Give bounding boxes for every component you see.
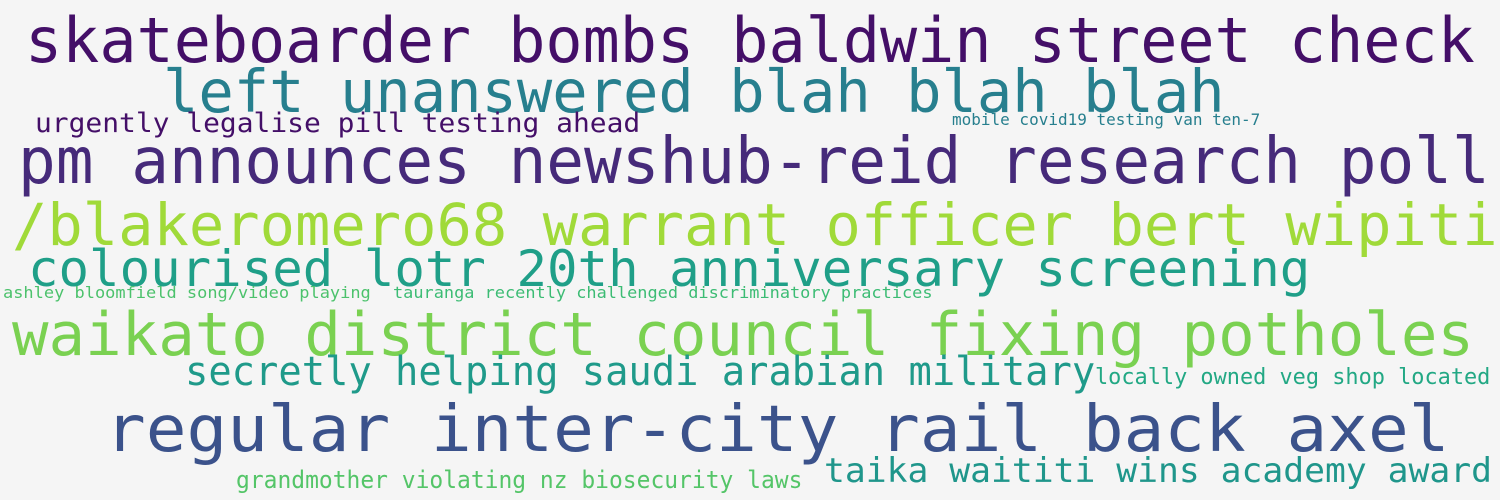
word-regular-inter-city-rail-back-axel: regular inter-city rail back axel: [105, 393, 1450, 467]
word-waikato-district-council-fixing-potholes: waikato district council fixing potholes: [12, 300, 1474, 370]
word-tauranga-recently-challenged-discriminatory-practices: tauranga recently challenged discriminat…: [393, 283, 933, 302]
word-blakeromero68-warrant-officer-bert-wipiti: /blakeromero68 warrant officer bert wipi…: [12, 191, 1498, 259]
word-locally-owned-veg-shop-located: locally owned veg shop located: [1095, 365, 1491, 390]
word-taika-waititi-wins-academy-award: taika waititi wins academy award: [824, 451, 1493, 491]
word-ashley-bloomfield-song-video-playing: ashley bloomfield song/video playing: [3, 283, 371, 302]
word-grandmother-violating-nz-biosecurity-laws: grandmother violating nz biosecurity law…: [236, 466, 803, 494]
word-left-unanswered-blah-blah-blah: left unanswered blah blah blah: [163, 57, 1225, 126]
word-secretly-helping-saudi-arabian-military: secretly helping saudi arabian military: [185, 349, 1096, 395]
word-mobile-covid19-testing-van-ten-7: mobile covid19 testing van ten-7: [952, 110, 1261, 129]
word-urgently-legalise-pill-testing-ahead: urgently legalise pill testing ahead: [35, 108, 641, 139]
word-colourised-lotr-20th-anniversary-screening: colourised lotr 20th anniversary screeni…: [28, 240, 1311, 298]
word-skateboarder-bombs-baldwin-street-check: skateboarder bombs baldwin street check: [25, 4, 1475, 77]
word-pm-announces-newshub-reid-research-poll: pm announces newshub-reid research poll: [18, 125, 1490, 199]
